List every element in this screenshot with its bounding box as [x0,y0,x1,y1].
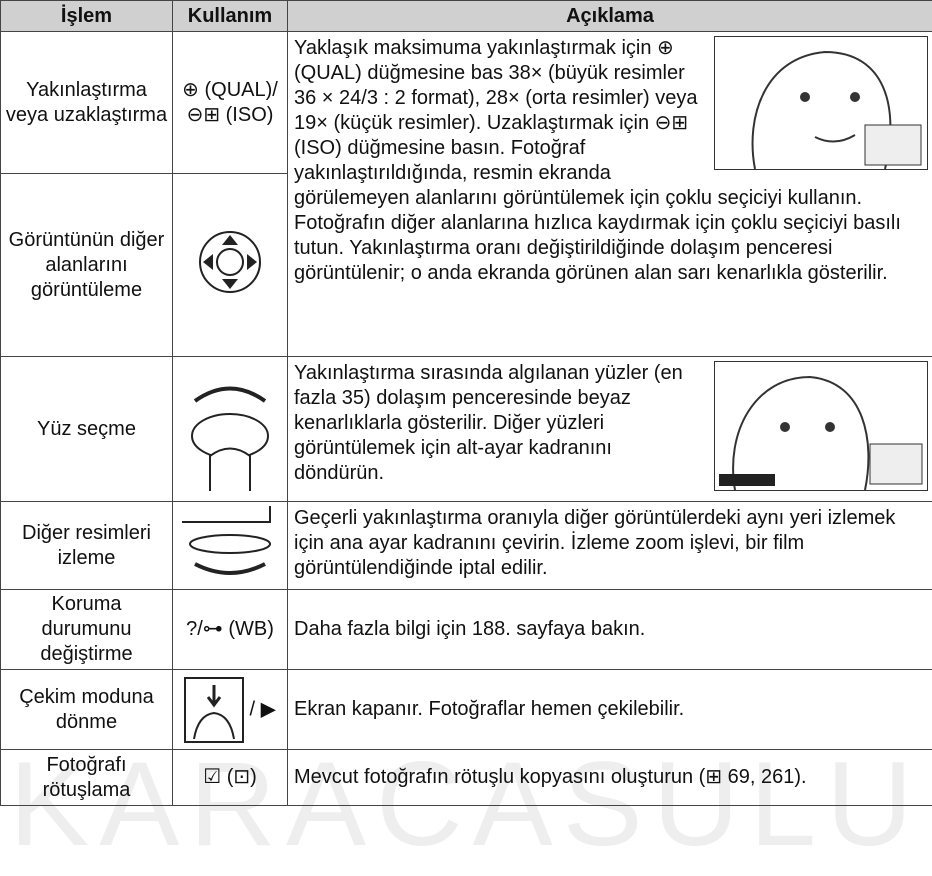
usage: ?/⊶ (WB) [172,589,288,670]
action: Diğer resimleri izleme [0,501,173,590]
usage: / ▶ [172,669,288,750]
description: Geçerli yakınlaştırma oranıyla diğer gör… [287,501,932,590]
usage-line: ⊖⊞ (ISO) [186,103,274,126]
usage-line: ⊕ (QUAL)/ [182,78,278,101]
row: Fotoğrafı rötuşlama ☑ (⊡) Mevcut fotoğra… [0,749,932,806]
header-row: İşlem Kullanım Açıklama [0,0,932,32]
row: Yüz seçme Yakınlaştırma sırasında algıla… [0,356,932,502]
action: Koruma durumunu değiştirme [0,589,173,670]
usage [172,173,288,357]
header-cell: İşlem [0,0,173,32]
row: Çekim moduna dönme / ▶ Ekran kapanır. Fo… [0,669,932,750]
table: İşlem Kullanım Açıklama Yakınlaştırma ve… [0,0,932,806]
description-text: Yaklaşık maksimuma yakınlaştırmak için ⊕… [294,37,901,284]
header-cell: Kullanım [172,0,288,32]
description: Mevcut fotoğrafın rötuşlu kopyasını oluş… [287,749,932,806]
usage [172,501,288,590]
row: Diğer resimleri izleme Geçerli yakınlaşt… [0,501,932,590]
description: Daha fazla bilgi için 188. sayfaya bakın… [287,589,932,670]
action: Yakınlaştırma veya uzaklaştırma [0,31,173,174]
description: Yakınlaştırma sırasında algılanan yüzler… [287,356,932,502]
action: Yüz seçme [0,356,173,502]
row: Yakınlaştırma veya uzaklaştırma ⊕ (QUAL)… [0,31,932,357]
usage: ⊕ (QUAL)/ ⊖⊞ (ISO) [172,31,288,174]
sub-dial-icon [191,386,269,491]
usage: ☑ (⊡) [172,749,288,806]
zoom-illustration [714,36,928,170]
description: Ekran kapanır. Fotoğraflar hemen çekileb… [287,669,932,750]
header-cell: Açıklama [287,0,932,32]
row: Görüntünün diğer alanlarını görüntüleme [0,173,932,357]
usage [172,356,288,502]
usage-text: / ▶ [249,697,277,720]
shutter-icon [183,676,244,743]
row: Koruma durumunu değiştirme ?/⊶ (WB) Daha… [0,589,932,670]
action: Fotoğrafı rötuşlama [0,749,173,806]
action: Çekim moduna dönme [0,669,173,750]
action: Görüntünün diğer alanlarını görüntüleme [0,173,173,357]
description: Yaklaşık maksimuma yakınlaştırmak için ⊕… [287,31,932,357]
main-dial-icon [182,506,271,575]
multi-selector-icon [199,230,261,293]
description-text: Yakınlaştırma sırasında algılanan yüzler… [294,362,683,484]
face-illustration [714,361,928,491]
